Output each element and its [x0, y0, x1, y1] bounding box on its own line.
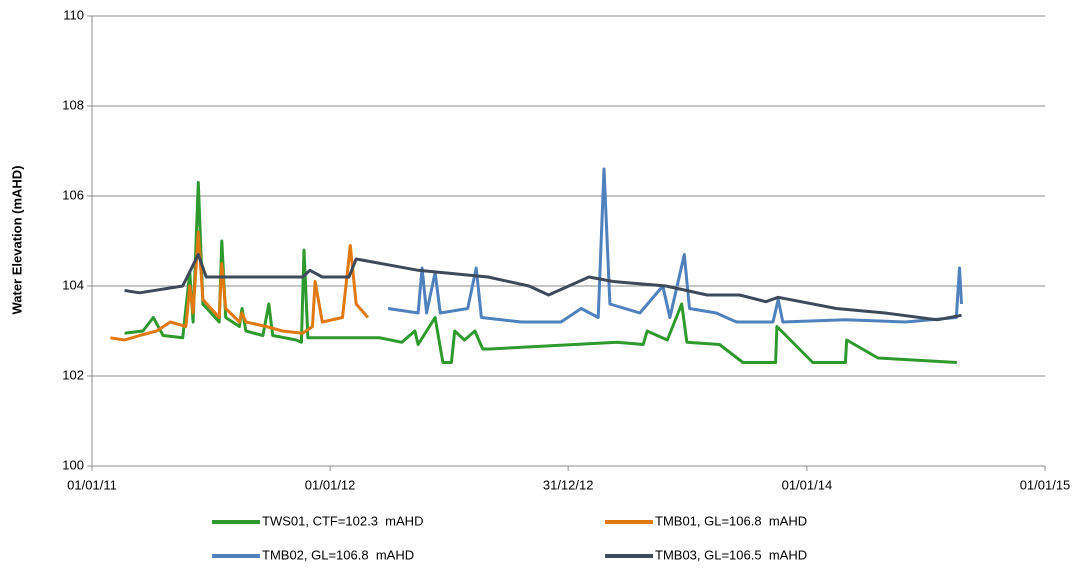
- x-tick-label: 01/01/15: [1020, 477, 1071, 492]
- y-axis-label: Water Elevation (mAHD): [9, 165, 24, 314]
- series-line: [124, 181, 957, 364]
- legend-label: TMB02, GL=106.8 mAHD: [262, 547, 414, 562]
- x-tick-label: 31/12/12: [543, 477, 594, 492]
- y-tick-label: 108: [62, 97, 84, 112]
- y-tick-label: 104: [62, 277, 84, 292]
- y-tick-label: 100: [62, 457, 84, 472]
- y-tick-label: 110: [63, 7, 84, 22]
- y-tick-label: 106: [62, 187, 84, 202]
- x-tick-label: 01/01/11: [67, 477, 117, 492]
- legend-label: TMB01, GL=106.8 mAHD: [655, 513, 807, 528]
- legend-label: TWS01, CTF=102.3 mAHD: [262, 513, 423, 528]
- series-line: [124, 253, 962, 322]
- series-line: [387, 167, 963, 324]
- x-tick-label: 01/01/12: [305, 477, 356, 492]
- y-tick-label: 102: [62, 367, 84, 382]
- series-line: [110, 230, 370, 342]
- legend-label: TMB03, GL=106.5 mAHD: [655, 547, 807, 562]
- x-tick-label: 01/01/14: [782, 477, 833, 492]
